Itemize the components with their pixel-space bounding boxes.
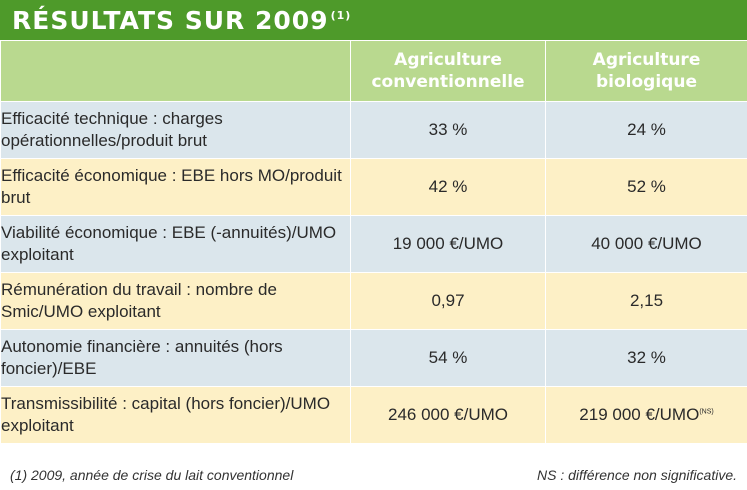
table-row: Autonomie financière : annuités (hors fo… (0, 329, 747, 387)
ns-marker: (NS) (699, 408, 714, 416)
table-row: Efficacité économique : EBE hors MO/prod… (0, 158, 747, 216)
row-label: Viabilité économique : EBE (-annuités)/U… (0, 215, 351, 273)
footnotes: (1) 2009, année de crise du lait convent… (0, 460, 747, 490)
table-row: Viabilité économique : EBE (-annuités)/U… (0, 215, 747, 273)
table-row: Rémunération du travail : nombre de Smic… (0, 272, 747, 330)
results-table: Agriculture conventionnelle Agriculture … (0, 40, 747, 444)
value-organic: 24 % (545, 101, 747, 159)
title-footnote-marker: (1) (330, 9, 352, 23)
value-conventional: 42 % (350, 158, 546, 216)
value-conventional: 54 % (350, 329, 546, 387)
value-conventional: 33 % (350, 101, 546, 159)
row-label: Efficacité économique : EBE hors MO/prod… (0, 158, 351, 216)
header-organic: Agriculture biologique (545, 40, 747, 102)
value-organic: 2,15 (545, 272, 747, 330)
value-organic-text: 219 000 €/UMO (579, 405, 700, 424)
value-organic: 52 % (545, 158, 747, 216)
header-blank-cell (0, 40, 351, 102)
header-conventional: Agriculture conventionnelle (350, 40, 546, 102)
value-conventional: 246 000 €/UMO (350, 386, 546, 444)
row-label: Transmissibilité : capital (hors foncier… (0, 386, 351, 444)
row-label: Efficacité technique : charges opération… (0, 101, 351, 159)
row-label: Rémunération du travail : nombre de Smic… (0, 272, 351, 330)
title-text: RÉSULTATS SUR 2009 (12, 5, 329, 35)
footnote-right: NS : différence non significative. (537, 467, 737, 483)
row-label: Autonomie financière : annuités (hors fo… (0, 329, 351, 387)
table-title: RÉSULTATS SUR 2009 (1) (12, 6, 351, 35)
table-row: Efficacité technique : charges opération… (0, 101, 747, 159)
footnote-left: (1) 2009, année de crise du lait convent… (10, 467, 294, 483)
header-row: Agriculture conventionnelle Agriculture … (0, 40, 747, 102)
table-row: Transmissibilité : capital (hors foncier… (0, 386, 747, 444)
value-conventional: 19 000 €/UMO (350, 215, 546, 273)
value-organic: 32 % (545, 329, 747, 387)
value-organic: 219 000 €/UMO(NS) (545, 386, 747, 444)
value-organic: 40 000 €/UMO (545, 215, 747, 273)
value-conventional: 0,97 (350, 272, 546, 330)
title-bar: RÉSULTATS SUR 2009 (1) (0, 0, 747, 40)
